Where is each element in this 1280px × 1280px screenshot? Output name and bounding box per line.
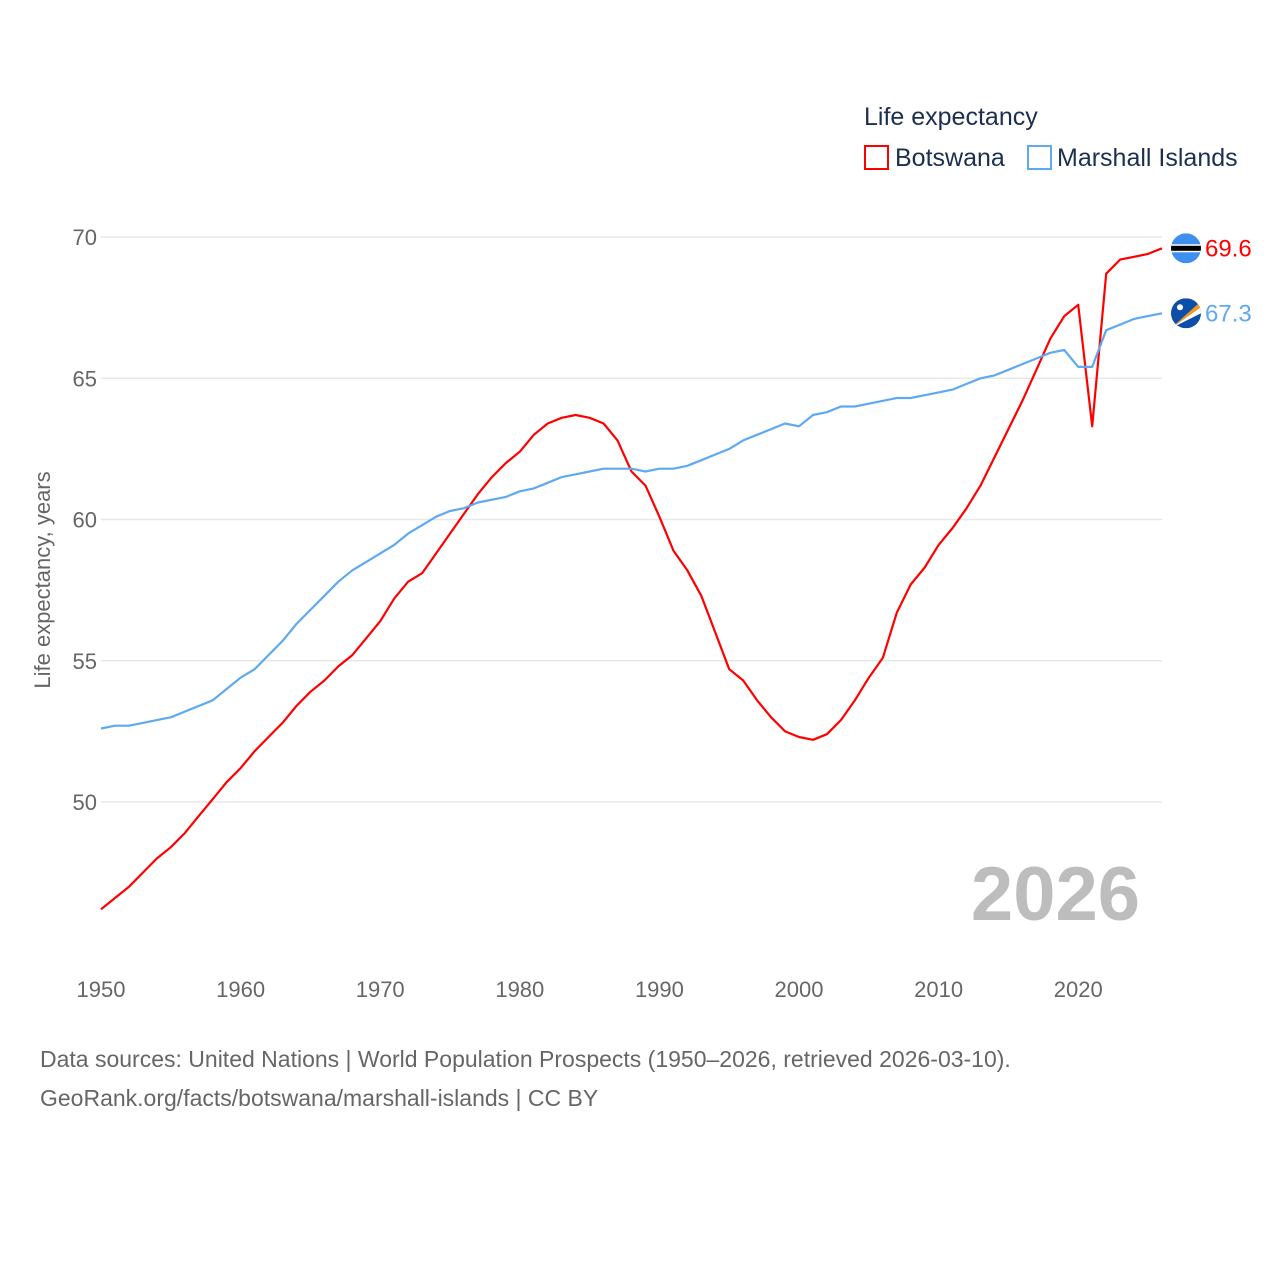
botswana-end-value: 69.6	[1205, 235, 1252, 262]
x-tick-label: 2010	[914, 977, 963, 1002]
series-line-marshall-islands	[100, 312, 1163, 730]
life-expectancy-chart: 50 55 60 65 70 1950 1960 1970 1980 1990 2000 2010 2…	[30, 103, 1252, 1002]
legend-label-botswana: Botswana	[895, 144, 1005, 172]
footer-sources: Data sources: United Nations | World Pop…	[40, 1046, 1011, 1072]
legend-swatch-botswana	[864, 145, 889, 170]
x-tick-label: 1990	[635, 977, 684, 1002]
x-tick-label: 2000	[775, 977, 824, 1002]
marshall-islands-flag-icon	[1171, 298, 1201, 329]
y-tick-label: 70	[73, 225, 97, 250]
x-tick-label: 1960	[216, 977, 265, 1002]
legend: Life expectancy Botswana Marshall Island…	[864, 103, 1238, 172]
x-tick-label: 1950	[77, 977, 126, 1002]
x-tick-label: 1970	[356, 977, 405, 1002]
footer-link[interactable]: GeoRank.org/facts/botswana/marshall-isla…	[40, 1085, 599, 1111]
x-tick-label: 2020	[1054, 977, 1103, 1002]
y-axis-label: Life expectancy, years	[30, 471, 55, 688]
x-tick-label: 1980	[495, 977, 544, 1002]
marshall-islands-end-value: 67.3	[1205, 300, 1252, 327]
y-tick-label: 50	[73, 790, 97, 815]
series-line-botswana	[100, 247, 1163, 911]
legend-item-marshall-islands[interactable]: Marshall Islands	[1027, 144, 1238, 172]
legend-title: Life expectancy	[864, 103, 1038, 131]
legend-swatch-marshall-islands	[1027, 145, 1052, 170]
year-label: 2026	[971, 852, 1140, 937]
legend-item-botswana[interactable]: Botswana	[864, 144, 1005, 172]
y-tick-label: 65	[73, 366, 97, 391]
botswana-flag-icon	[1171, 233, 1201, 264]
y-tick-label: 55	[73, 649, 97, 674]
y-tick-label: 60	[73, 508, 97, 533]
legend-label-marshall-islands: Marshall Islands	[1057, 144, 1238, 172]
